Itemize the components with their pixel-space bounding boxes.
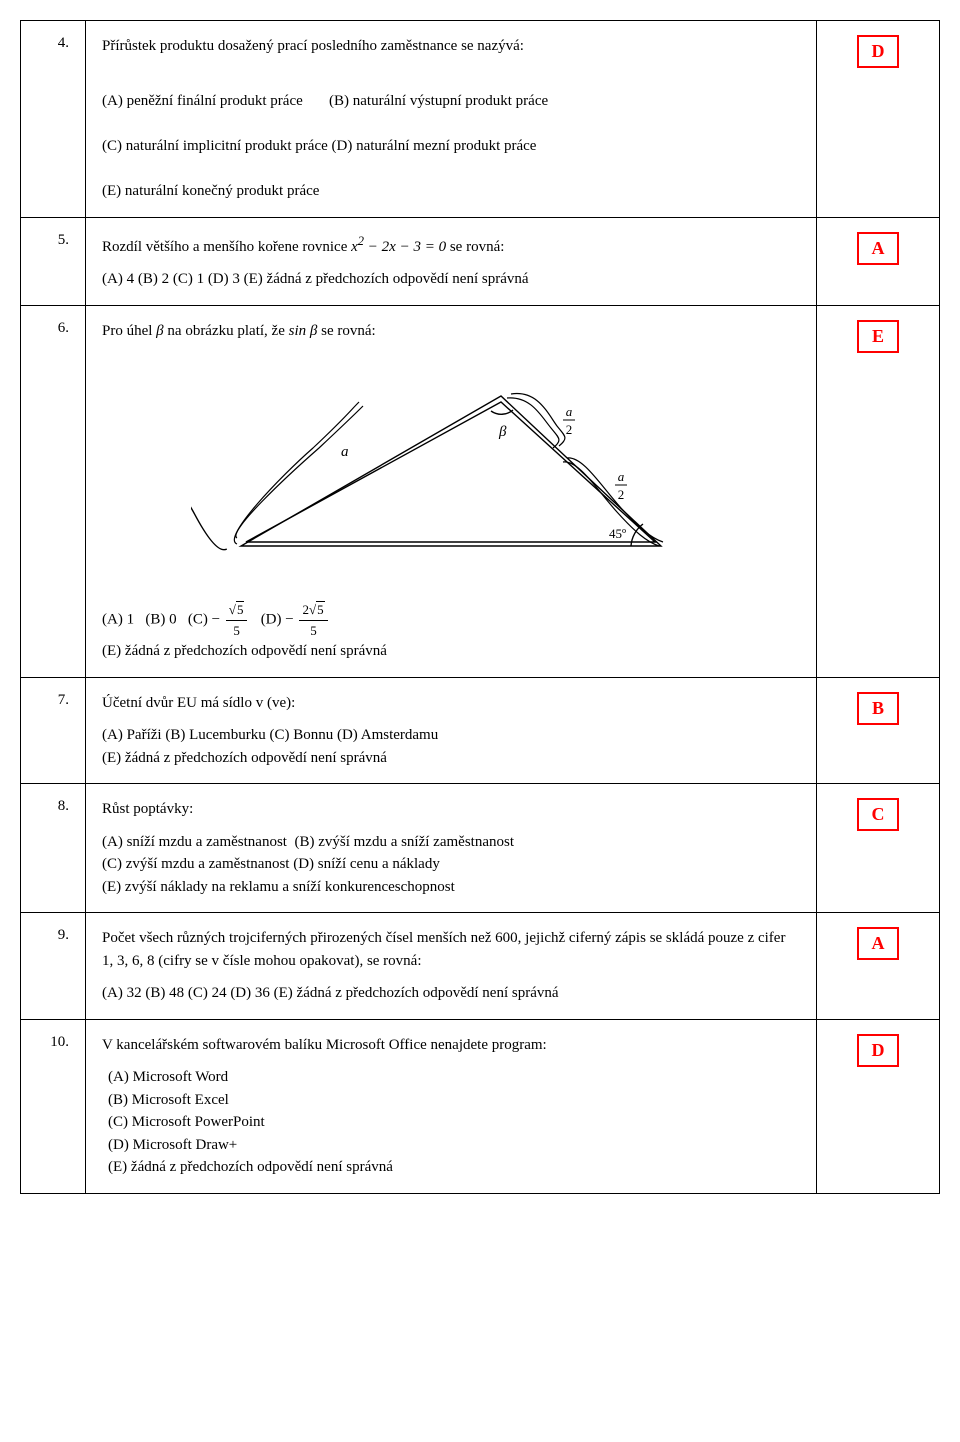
option-a: 1 xyxy=(127,611,135,627)
question-options: (A) 1 (B) 0 (C) − √5 5 (D) − 2√5 5 (E) ž… xyxy=(102,600,800,663)
option-e: zvýší náklady na reklamu a sníží konkure… xyxy=(125,879,455,895)
option-c-minus: − xyxy=(212,611,220,627)
label-a2-top-num: a xyxy=(566,404,573,419)
option-b: 0 xyxy=(169,611,177,627)
answer-cell: B xyxy=(817,677,940,784)
prompt-mid: na obrázku platí, že xyxy=(164,323,289,339)
label-a2-top-den: 2 xyxy=(566,422,573,437)
question-prompt: Rozdíl většího a menšího kořene rovnice … xyxy=(102,232,800,259)
question-options: (A) 32 (B) 48 (C) 24 (D) 36 (E) žádná z … xyxy=(102,982,800,1005)
question-number: 9. xyxy=(21,913,86,1020)
question-options: (A) Paříži (B) Lucemburku (C) Bonnu (D) … xyxy=(102,724,800,769)
option-d-minus: − xyxy=(285,611,293,627)
question-number: 10. xyxy=(21,1019,86,1193)
question-prompt: Účetní dvůr EU má sídlo v (ve): xyxy=(102,692,800,715)
question-number: 6. xyxy=(21,305,86,677)
option-b: Lucemburku xyxy=(189,727,266,743)
question-cell: Růst poptávky: (A) sníží mzdu a zaměstna… xyxy=(86,784,817,913)
beta-symbol: β xyxy=(156,323,163,339)
question-row-4: 4. Přírůstek produktu dosažený prací pos… xyxy=(21,21,940,218)
question-options: (A) Microsoft Word (B) Microsoft Excel (… xyxy=(102,1066,800,1179)
option-c: Microsoft PowerPoint xyxy=(132,1114,265,1130)
exam-table: 4. Přírůstek produktu dosažený prací pos… xyxy=(20,20,940,1194)
question-cell: Rozdíl většího a menšího kořene rovnice … xyxy=(86,217,817,305)
question-prompt: Počet všech různých trojciferných přiroz… xyxy=(102,927,800,972)
sinbeta: sin β xyxy=(289,323,318,339)
option-c-frac: √5 5 xyxy=(226,600,248,640)
option-c: zvýší mzdu a zaměstnanost xyxy=(126,856,290,872)
option-e: naturální konečný produkt práce xyxy=(125,183,320,199)
option-a: Microsoft Word xyxy=(133,1069,229,1085)
answer-cell: A xyxy=(817,217,940,305)
question-options: (A) sníží mzdu a zaměstnanost (B) zvýší … xyxy=(102,831,800,899)
question-row-8: 8. Růst poptávky: (A) sníží mzdu a zaměs… xyxy=(21,784,940,913)
question-cell: V kancelářském softwarovém balíku Micros… xyxy=(86,1019,817,1193)
label-beta: β xyxy=(498,424,507,440)
option-e: žádná z předchozích odpovědí není správn… xyxy=(125,643,387,659)
question-number: 5. xyxy=(21,217,86,305)
prompt-suffix: se rovná: xyxy=(450,239,505,255)
option-d: naturální mezní produkt práce xyxy=(356,138,536,154)
answer-box: D xyxy=(857,1034,899,1067)
answer-box: C xyxy=(857,798,899,831)
option-b: zvýší mzdu a sníží zaměstnanost xyxy=(318,834,514,850)
answer-box: B xyxy=(857,692,899,725)
option-c: naturální implicitní produkt práce xyxy=(126,138,328,154)
label-45: 45º xyxy=(609,526,626,541)
question-number: 7. xyxy=(21,677,86,784)
answer-cell: C xyxy=(817,784,940,913)
option-e: žádná z předchozích odpovědí není správn… xyxy=(131,1159,393,1175)
label-a2-bot-den: 2 xyxy=(618,487,625,502)
option-d-frac: 2√5 5 xyxy=(299,600,327,640)
question-cell: Účetní dvůr EU má sídlo v (ve): (A) Paří… xyxy=(86,677,817,784)
question-number: 8. xyxy=(21,784,86,913)
answer-box: A xyxy=(857,927,899,960)
label-a2-bot-num: a xyxy=(618,469,625,484)
answer-box: E xyxy=(857,320,899,353)
option-b: Microsoft Excel xyxy=(132,1092,229,1108)
option-c: Bonnu xyxy=(293,727,333,743)
option-a: Paříži xyxy=(127,727,162,743)
prompt-prefix: Pro úhel xyxy=(102,323,156,339)
prompt-suffix: se rovná: xyxy=(317,323,375,339)
triangle-diagram: a a 2 a 2 β 45º xyxy=(191,356,711,586)
option-d: sníží cenu a náklady xyxy=(318,856,440,872)
question-row-6: 6. Pro úhel β na obrázku platí, že sin β… xyxy=(21,305,940,677)
option-e: žádná z předchozích odpovědí není správn… xyxy=(125,750,387,766)
answer-cell: E xyxy=(817,305,940,677)
option-a: sníží mzdu a zaměstnanost xyxy=(127,834,287,850)
question-row-10: 10. V kancelářském softwarovém balíku Mi… xyxy=(21,1019,940,1193)
option-d: Amsterdamu xyxy=(361,727,438,743)
answer-box: A xyxy=(857,232,899,265)
question-prompt: Přírůstek produktu dosažený prací posled… xyxy=(102,35,800,58)
question-prompt: V kancelářském softwarovém balíku Micros… xyxy=(102,1034,800,1057)
answer-cell: A xyxy=(817,913,940,1020)
question-options: (A) 4 (B) 2 (C) 1 (D) 3 (E) žádná z před… xyxy=(102,268,800,291)
question-prompt: Pro úhel β na obrázku platí, že sin β se… xyxy=(102,320,800,343)
question-options: (A) peněžní finální produkt práce (B) na… xyxy=(102,68,800,203)
prompt-prefix: Rozdíl většího a menšího kořene rovnice xyxy=(102,239,351,255)
question-number: 4. xyxy=(21,21,86,218)
question-cell: Pro úhel β na obrázku platí, že sin β se… xyxy=(86,305,817,677)
answer-cell: D xyxy=(817,21,940,218)
answer-cell: D xyxy=(817,1019,940,1193)
question-row-9: 9. Počet všech různých trojciferných při… xyxy=(21,913,940,1020)
option-d: Microsoft Draw+ xyxy=(133,1137,238,1153)
answer-box: D xyxy=(857,35,899,68)
option-b: naturální výstupní produkt práce xyxy=(353,93,548,109)
equation: x2 − 2x − 3 = 0 xyxy=(351,239,446,255)
question-row-5: 5. Rozdíl většího a menšího kořene rovni… xyxy=(21,217,940,305)
question-cell: Přírůstek produktu dosažený prací posled… xyxy=(86,21,817,218)
question-prompt: Růst poptávky: xyxy=(102,798,800,821)
label-a-left: a xyxy=(341,444,349,460)
option-a: peněžní finální produkt práce xyxy=(127,93,303,109)
question-cell: Počet všech různých trojciferných přiroz… xyxy=(86,913,817,1020)
question-row-7: 7. Účetní dvůr EU má sídlo v (ve): (A) P… xyxy=(21,677,940,784)
